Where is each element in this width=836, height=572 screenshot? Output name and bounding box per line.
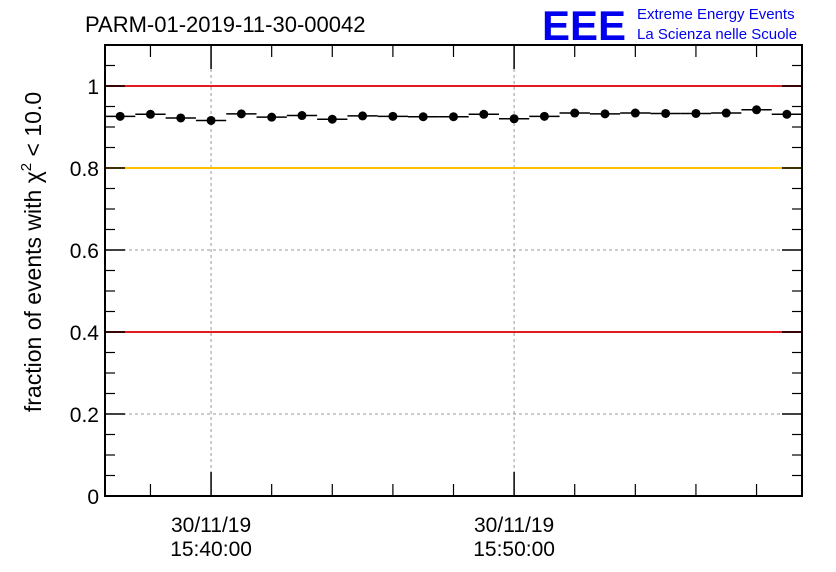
data-point bbox=[297, 111, 307, 121]
data-point bbox=[145, 109, 155, 119]
data-point bbox=[600, 109, 610, 119]
y-axis-label: fraction of events with χ2 < 10.0 bbox=[18, 92, 46, 412]
logo-eee-text: EEE bbox=[542, 2, 626, 49]
data-point bbox=[752, 105, 762, 115]
y-axis-label-sup: 2 bbox=[18, 163, 35, 171]
data-point bbox=[115, 111, 125, 121]
logo-line-1: Extreme Energy Events bbox=[637, 6, 795, 23]
grid-lines bbox=[105, 45, 802, 496]
data-point bbox=[721, 108, 731, 118]
x-tick-date-label: 30/11/19 bbox=[474, 514, 554, 537]
data-point bbox=[267, 112, 277, 122]
data-point bbox=[661, 108, 671, 118]
data-point bbox=[358, 111, 368, 121]
reference-lines bbox=[105, 85, 802, 333]
axes: 00.20.40.60.8130/11/1915:40:0030/11/1915… bbox=[70, 44, 803, 561]
y-tick-label: 1 bbox=[87, 76, 99, 99]
y-tick-label: 0.8 bbox=[70, 158, 99, 181]
y-axis-label-threshold: < 10.0 bbox=[20, 92, 46, 163]
data-point bbox=[509, 114, 519, 124]
data-point bbox=[539, 111, 549, 121]
data-series bbox=[105, 105, 802, 125]
chart-title: PARM-01-2019-11-30-00042 bbox=[85, 12, 365, 37]
x-tick-date-label: 30/11/19 bbox=[171, 514, 251, 537]
data-point bbox=[327, 114, 337, 124]
x-tick-time-label: 15:50:00 bbox=[473, 538, 555, 561]
data-point bbox=[691, 108, 701, 118]
y-tick-label: 0.6 bbox=[70, 240, 99, 263]
eee-logo: EEE Extreme Energy Events La Scienza nel… bbox=[542, 2, 797, 49]
data-point bbox=[176, 113, 186, 123]
y-axis-label-chi: χ bbox=[20, 171, 46, 183]
y-tick-label: 0 bbox=[87, 486, 99, 509]
logo-line-2: La Scienza nelle Scuole bbox=[637, 26, 797, 43]
data-point bbox=[236, 109, 246, 119]
data-point bbox=[782, 109, 792, 119]
data-point bbox=[418, 112, 428, 122]
data-point bbox=[206, 115, 216, 125]
data-point bbox=[570, 108, 580, 118]
y-tick-label: 0.4 bbox=[70, 322, 100, 345]
y-axis-label-text: fraction of events with bbox=[20, 183, 46, 412]
y-tick-label: 0.2 bbox=[70, 404, 99, 427]
data-point bbox=[449, 112, 458, 122]
data-point bbox=[388, 111, 398, 121]
data-point bbox=[479, 109, 489, 119]
data-point bbox=[630, 108, 640, 118]
x-tick-time-label: 15:40:00 bbox=[170, 538, 252, 561]
